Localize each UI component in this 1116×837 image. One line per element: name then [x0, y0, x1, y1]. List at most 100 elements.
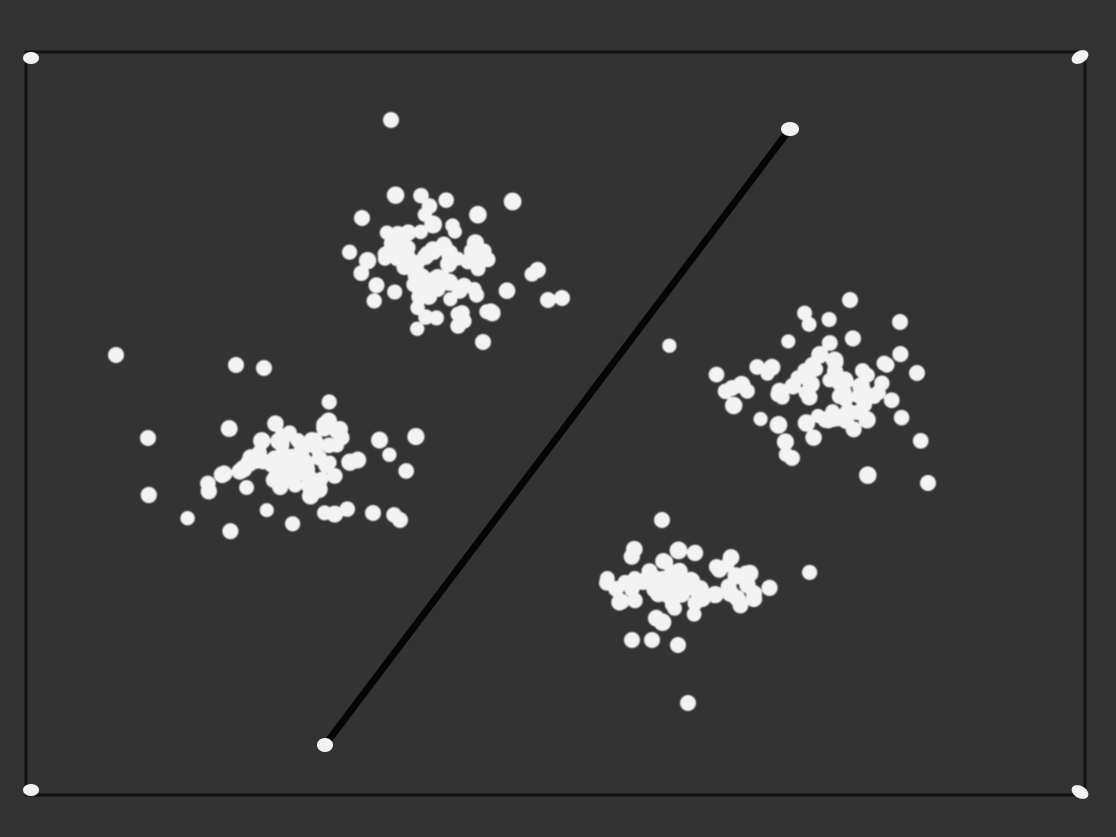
point — [821, 335, 838, 351]
point — [722, 549, 740, 566]
point — [657, 554, 674, 570]
point — [366, 293, 382, 309]
point — [200, 483, 217, 500]
point — [724, 380, 740, 396]
point — [256, 360, 272, 376]
point — [646, 569, 664, 587]
point — [912, 432, 929, 449]
point — [763, 358, 781, 376]
point — [180, 510, 195, 526]
point — [231, 463, 248, 480]
point — [664, 596, 680, 613]
point — [805, 429, 822, 446]
point — [371, 431, 388, 449]
corner-handle[interactable] — [23, 52, 39, 64]
point — [410, 321, 425, 336]
point — [811, 346, 829, 364]
point — [686, 544, 704, 562]
point — [753, 411, 768, 427]
point — [498, 282, 516, 300]
point — [801, 389, 818, 406]
point — [669, 541, 688, 560]
corner-handle[interactable] — [1069, 47, 1091, 66]
point — [228, 357, 244, 373]
point — [222, 523, 239, 540]
point — [797, 305, 813, 321]
point — [820, 413, 836, 429]
point — [354, 210, 370, 226]
corner-handle[interactable] — [23, 784, 39, 796]
point — [728, 589, 746, 607]
point — [272, 462, 289, 479]
point — [745, 585, 763, 602]
point-cloud — [108, 112, 936, 711]
corner-handle[interactable] — [1069, 782, 1091, 801]
point — [388, 247, 404, 263]
point — [739, 383, 755, 399]
point — [624, 632, 640, 648]
point — [685, 573, 701, 588]
point — [801, 316, 817, 332]
point — [450, 318, 466, 334]
point — [406, 276, 422, 293]
point — [479, 304, 495, 320]
point — [301, 487, 320, 505]
point — [540, 292, 556, 308]
point — [776, 433, 794, 451]
point — [321, 437, 337, 454]
point — [259, 503, 274, 518]
point — [893, 409, 910, 426]
point — [892, 314, 908, 330]
point — [770, 386, 787, 403]
point — [398, 463, 415, 479]
point — [429, 310, 444, 326]
point — [706, 585, 724, 604]
point — [389, 225, 406, 242]
point — [870, 385, 886, 401]
point — [854, 383, 872, 401]
point — [383, 112, 399, 128]
point — [653, 613, 672, 632]
point — [845, 421, 862, 438]
point — [392, 512, 408, 528]
point — [670, 637, 686, 653]
point — [421, 198, 438, 214]
point — [920, 475, 936, 491]
point — [790, 370, 806, 386]
point — [432, 269, 451, 288]
point — [413, 224, 428, 240]
point — [827, 362, 842, 377]
point — [467, 282, 482, 297]
point — [654, 512, 670, 528]
point — [909, 365, 925, 381]
point — [108, 347, 124, 363]
point — [298, 460, 316, 478]
point — [644, 632, 660, 648]
point — [708, 558, 725, 575]
point — [769, 416, 788, 434]
line-handle[interactable] — [781, 122, 799, 136]
point — [239, 480, 255, 495]
point — [445, 218, 460, 233]
point — [317, 505, 332, 521]
point — [625, 540, 643, 558]
point — [844, 330, 861, 347]
line-handle[interactable] — [317, 738, 333, 752]
point — [410, 300, 425, 316]
point — [365, 505, 381, 521]
point — [475, 334, 491, 350]
point — [213, 466, 231, 484]
point — [797, 414, 816, 432]
point — [680, 695, 696, 711]
point — [438, 192, 454, 208]
point — [784, 450, 800, 466]
point — [413, 187, 429, 204]
bounding-box — [24, 50, 1087, 797]
point — [220, 420, 238, 438]
point — [529, 261, 546, 279]
point — [727, 567, 745, 585]
point — [387, 284, 403, 300]
point — [821, 311, 837, 328]
